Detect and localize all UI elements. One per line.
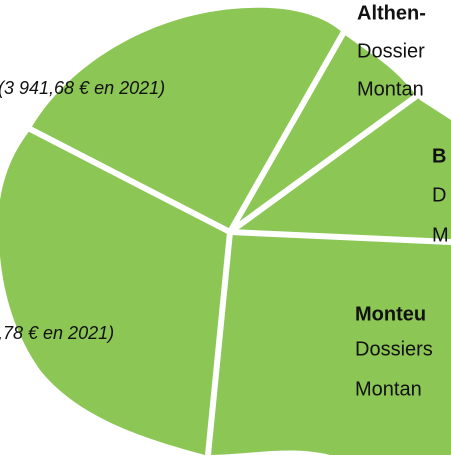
label-line: Montan (355, 378, 422, 400)
label-line: Montan (357, 78, 424, 100)
separator (228, 92, 420, 235)
label-line: D (432, 184, 446, 206)
separator (26, 125, 232, 235)
label-title: Althen- (357, 2, 426, 24)
label-line: Dossier (357, 40, 425, 62)
separator (227, 28, 348, 234)
label-title: Monteu (355, 303, 426, 325)
label-title: B (432, 145, 446, 167)
separator (229, 229, 451, 245)
slice-separators (26, 28, 451, 455)
label-line: M (432, 224, 449, 246)
amount-note: ,78 € en 2021) (0, 323, 114, 343)
label-line: Dossiers (355, 338, 433, 360)
amount-note: (3 941,68 € en 2021) (0, 78, 165, 98)
separator (205, 231, 233, 455)
